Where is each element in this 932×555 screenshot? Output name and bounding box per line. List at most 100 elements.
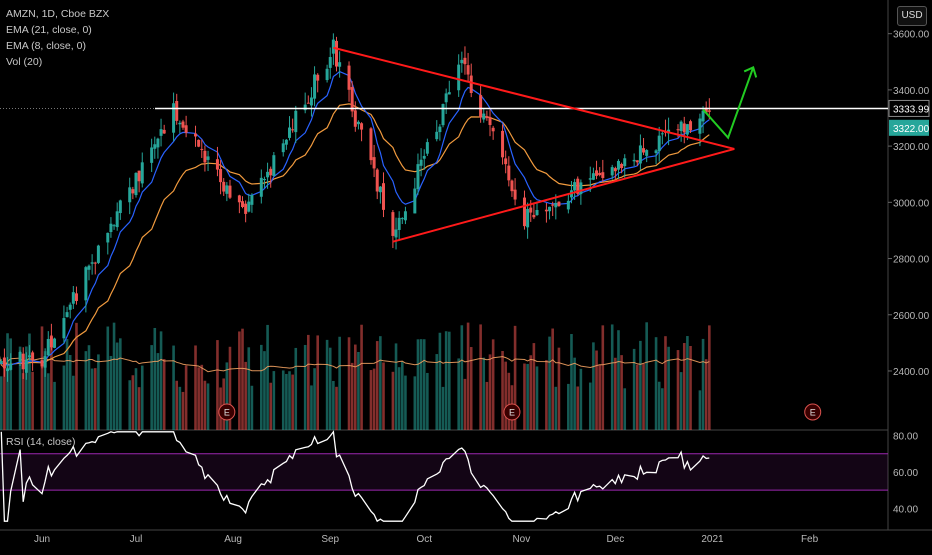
candle bbox=[375, 168, 379, 200]
volume-bar bbox=[53, 381, 56, 430]
volume-bar bbox=[689, 345, 692, 430]
candle bbox=[535, 201, 539, 216]
resistance-price-label: 3333.99 bbox=[893, 104, 930, 115]
volume-ma-line bbox=[0, 355, 710, 373]
volume-bar bbox=[84, 351, 88, 430]
volume-bar bbox=[159, 331, 163, 430]
candle-body bbox=[682, 123, 686, 133]
candle bbox=[200, 139, 204, 158]
volume-bar bbox=[46, 373, 50, 430]
rsi-legend[interactable]: RSI (14, close) bbox=[6, 436, 76, 448]
volume-bar bbox=[654, 337, 658, 430]
candle bbox=[6, 356, 10, 382]
legend-volume[interactable]: Vol (20) bbox=[6, 56, 43, 68]
volume-bar bbox=[394, 343, 398, 430]
volume-bar bbox=[400, 361, 404, 430]
volume-bar bbox=[115, 342, 119, 430]
volume-bar bbox=[244, 361, 247, 430]
candle bbox=[106, 232, 110, 255]
candle-body bbox=[6, 368, 10, 372]
volume-bar bbox=[447, 331, 451, 430]
triangle-upper-line bbox=[333, 46, 735, 150]
candle bbox=[544, 202, 548, 223]
candle-body bbox=[172, 103, 176, 133]
candle bbox=[463, 46, 467, 75]
candle bbox=[391, 210, 395, 249]
candle bbox=[353, 101, 357, 132]
candle-body bbox=[598, 172, 602, 176]
volume-bar bbox=[466, 322, 470, 430]
legend-ema8[interactable]: EMA (8, close, 0) bbox=[6, 40, 86, 52]
volume-bar bbox=[413, 376, 417, 430]
volume-bar bbox=[379, 336, 382, 430]
candle-body bbox=[529, 207, 533, 213]
candle-body bbox=[532, 214, 536, 218]
candle-body bbox=[689, 121, 693, 131]
candle bbox=[303, 92, 307, 114]
candle bbox=[620, 162, 624, 174]
candle-body bbox=[247, 201, 251, 212]
time-tick-label: Dec bbox=[606, 534, 624, 545]
chart-legend: AMZN, 1D, Cboe BZX EMA (21, close, 0) EM… bbox=[6, 6, 109, 70]
volume-bar bbox=[661, 388, 664, 430]
candle bbox=[591, 167, 595, 181]
candle-body bbox=[203, 150, 207, 163]
candle bbox=[184, 115, 188, 138]
candle-body bbox=[425, 142, 429, 154]
volume-bar bbox=[479, 324, 482, 430]
price-tick-label: 3000.00 bbox=[893, 198, 930, 209]
candle bbox=[595, 160, 599, 180]
candle bbox=[27, 345, 31, 361]
candle bbox=[579, 179, 583, 205]
volume-bar bbox=[172, 345, 175, 430]
legend-ema21[interactable]: EMA (21, close, 0) bbox=[6, 24, 92, 36]
volume-bar bbox=[112, 322, 116, 430]
candle-body bbox=[184, 125, 188, 133]
legend-symbol[interactable]: AMZN, 1D, Cboe BZX bbox=[6, 8, 110, 20]
candle bbox=[2, 348, 6, 377]
volume-bar bbox=[679, 372, 683, 430]
candle-body bbox=[356, 121, 360, 125]
candle-body bbox=[118, 200, 122, 214]
candle-body bbox=[269, 168, 273, 176]
currency-badge[interactable]: USD bbox=[897, 6, 927, 26]
volume-bar bbox=[441, 386, 445, 430]
candle-body bbox=[194, 133, 198, 137]
volume-bar bbox=[535, 366, 539, 430]
volume-bar bbox=[90, 368, 94, 430]
candle bbox=[109, 217, 113, 238]
candle bbox=[400, 217, 404, 225]
candle bbox=[313, 66, 317, 107]
volume-bar bbox=[529, 355, 533, 430]
volume-bar bbox=[266, 324, 269, 430]
candle bbox=[488, 109, 492, 137]
candle-body bbox=[9, 363, 13, 370]
candle bbox=[504, 150, 508, 174]
candle bbox=[522, 190, 526, 230]
candle-body bbox=[71, 292, 75, 304]
candle-body bbox=[566, 200, 570, 210]
candle-body bbox=[115, 211, 119, 228]
volume-bar bbox=[225, 362, 229, 430]
candle bbox=[689, 119, 693, 134]
volume-bar bbox=[9, 338, 12, 430]
candle bbox=[115, 202, 119, 231]
volume-bar bbox=[482, 357, 486, 430]
earnings-marker-circle bbox=[804, 403, 822, 421]
candle-body bbox=[53, 338, 57, 348]
candle bbox=[206, 150, 210, 172]
candle bbox=[93, 261, 97, 275]
volume-bar bbox=[698, 390, 702, 430]
volume-bar bbox=[307, 334, 310, 430]
candle-body bbox=[331, 39, 335, 54]
candle bbox=[679, 120, 683, 142]
candle-body bbox=[68, 304, 72, 310]
candle-body bbox=[206, 156, 210, 160]
candle-body bbox=[200, 148, 204, 150]
candle-body bbox=[701, 110, 705, 122]
rsi-line bbox=[0, 430, 710, 523]
candle bbox=[178, 120, 182, 134]
candle-body bbox=[90, 262, 94, 264]
